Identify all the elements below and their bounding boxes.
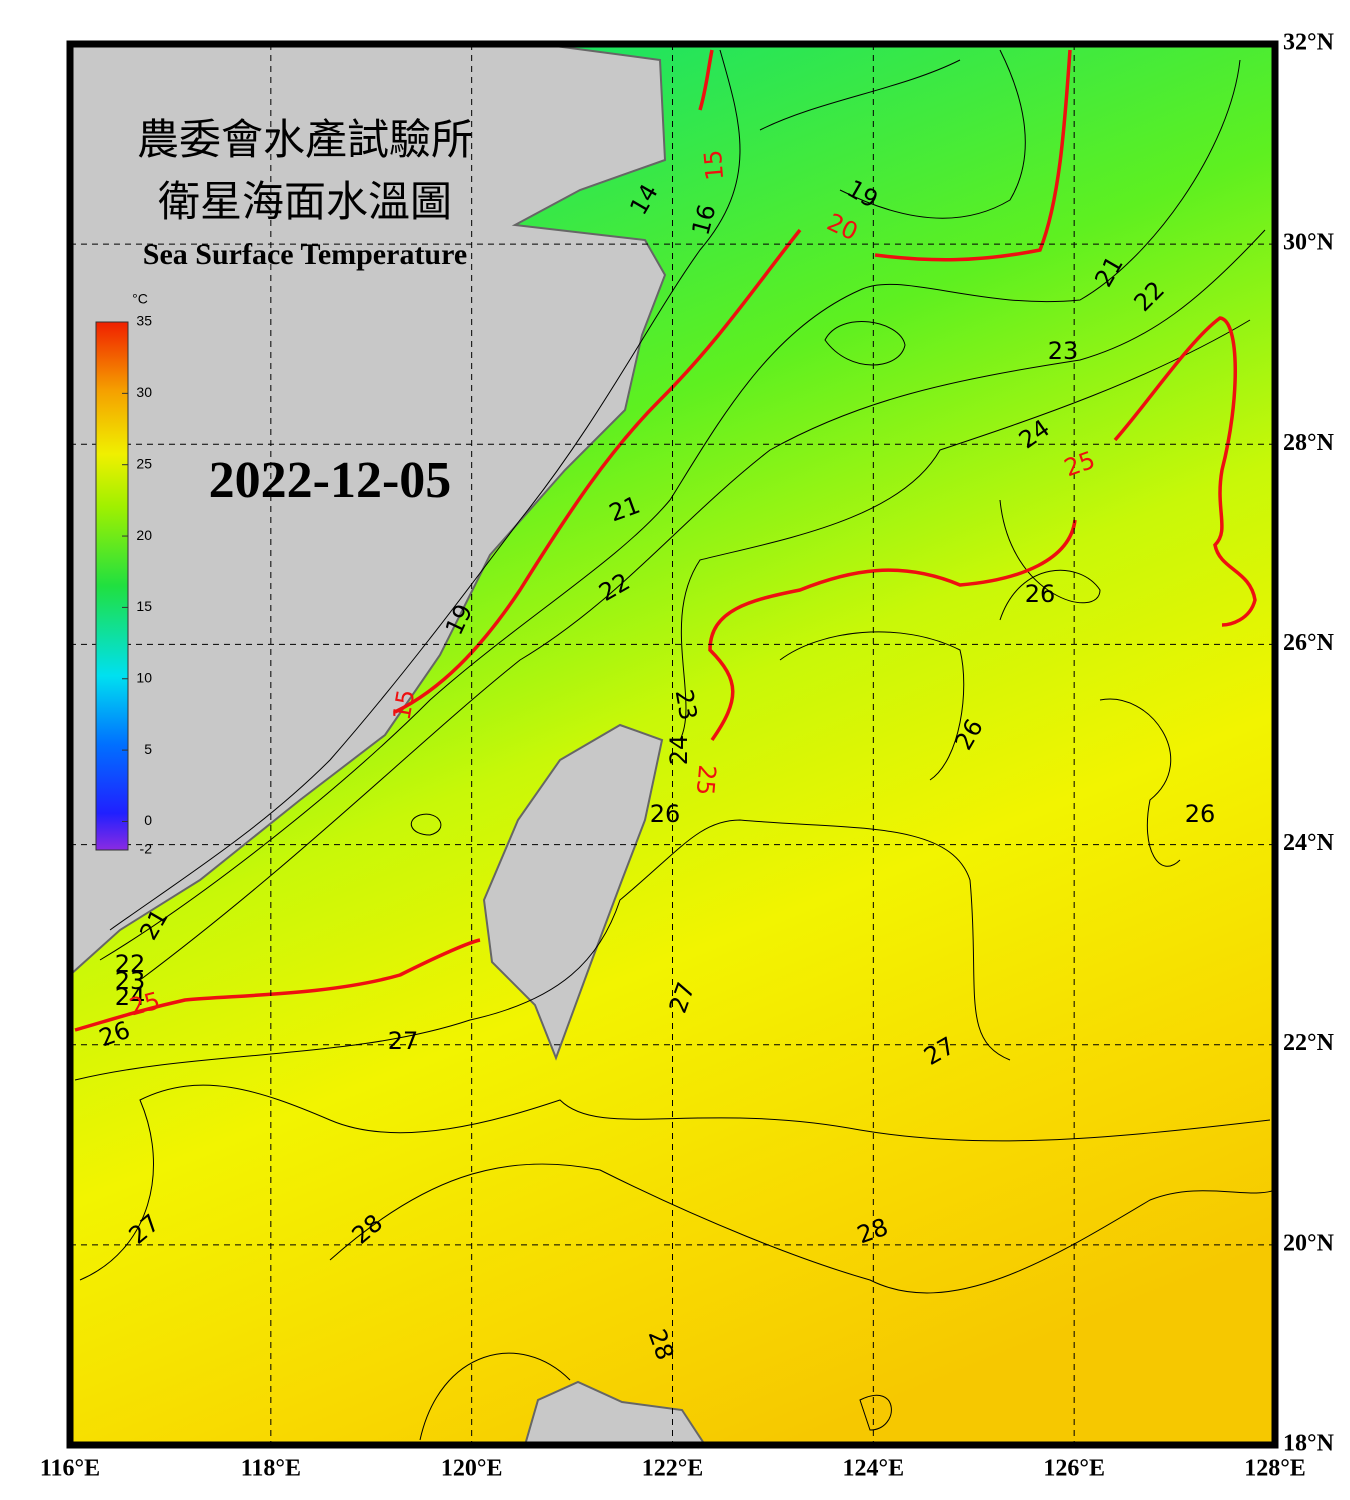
- colorbar-ticks: 35 30 25 20 15 10 5 0 -2: [122, 313, 152, 857]
- lon-tick-label: 124°E: [843, 1456, 905, 1482]
- land-luzon: [523, 1380, 707, 1445]
- lon-tick-label: 126°E: [1043, 1456, 1105, 1482]
- lon-tick-label: 120°E: [441, 1456, 503, 1482]
- contour-label: 22: [115, 950, 146, 978]
- contour-label: 27: [388, 1027, 419, 1055]
- lat-tick-label: 18°N: [1283, 1431, 1335, 1457]
- map-frame: [66, 40, 1279, 1449]
- lat-tick-label: 26°N: [1283, 630, 1335, 656]
- date: 2022-12-05: [209, 452, 452, 509]
- contour-label: 26: [650, 800, 681, 828]
- colorbar-tick-label: 30: [136, 384, 152, 400]
- colorbar: [95, 321, 129, 851]
- land-taiwan: [482, 723, 664, 1061]
- lat-tick-label: 22°N: [1283, 1030, 1335, 1056]
- contour-label: 26: [1185, 800, 1216, 828]
- lon-tick-label: 122°E: [642, 1456, 704, 1482]
- contour-label: 26: [1025, 580, 1056, 608]
- contour-label: 24: [665, 735, 693, 766]
- lon-tick-label: 116°E: [40, 1456, 100, 1482]
- lon-tick-label: 118°E: [241, 1456, 301, 1482]
- contour-label: 23: [1048, 337, 1079, 365]
- contour-label: 24: [115, 983, 146, 1011]
- lat-tick-label: 32°N: [1283, 30, 1335, 56]
- colorbar-tick-label: 15: [136, 598, 152, 614]
- contours: [74, 49, 1275, 1441]
- colorbar-tick-label: 0: [144, 812, 152, 828]
- contour-label: 23: [670, 687, 703, 722]
- colorbar-tick-label: 20: [136, 527, 152, 543]
- colorbar-tick-label: 35: [136, 313, 152, 329]
- land-china: [70, 44, 667, 977]
- colorbar-tick-label: -2: [140, 841, 153, 857]
- contour-label: 15: [388, 687, 421, 722]
- contour-label: 25: [691, 764, 722, 797]
- lon-tick-label: 128°E: [1244, 1456, 1306, 1482]
- colorbar-tick-label: 25: [136, 455, 152, 471]
- contour-label: 23: [115, 967, 146, 995]
- colorbar-unit: °C: [132, 291, 148, 307]
- lat-tick-label: 20°N: [1283, 1230, 1335, 1256]
- title-line1: 農委會水產試驗所: [137, 115, 473, 164]
- axes: 116°E 118°E 120°E 122°E 124°E 126°E 128°E 32°N 3…: [40, 30, 1335, 1482]
- colorbar-tick-label: 5: [144, 741, 152, 757]
- lat-tick-label: 24°N: [1283, 830, 1335, 856]
- lat-tick-label: 30°N: [1283, 230, 1335, 256]
- graticule: [70, 44, 1275, 1445]
- subtitle: Sea Surface Temperature: [143, 238, 467, 271]
- colorbar-tick-label: 10: [136, 669, 152, 685]
- lat-tick-label: 28°N: [1283, 430, 1335, 456]
- contour-label: 15: [699, 149, 730, 182]
- title-line2: 衛星海面水溫圖: [158, 177, 452, 226]
- contours-bold: [74, 49, 1257, 1032]
